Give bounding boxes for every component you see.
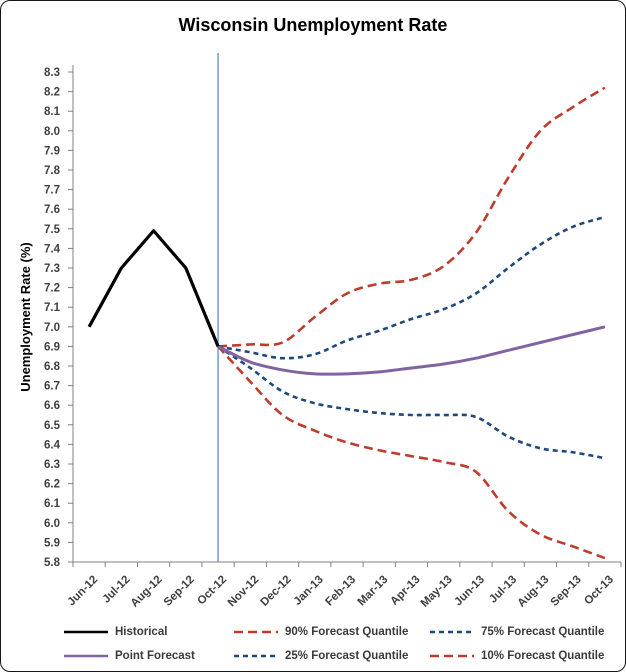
y-tick-label: 5.8	[44, 557, 61, 569]
x-tick-label: Jun-12	[66, 574, 101, 609]
legend-swatch	[430, 630, 474, 634]
series-90-forecast-quantile	[217, 86, 606, 348]
y-tick-label: 7.0	[44, 322, 60, 334]
series-10-forecast-quantile	[217, 345, 606, 560]
series-25-forecast-quantile	[217, 345, 606, 460]
x-tick-label: Sep-13	[549, 574, 584, 609]
y-tick-label: 6.0	[44, 518, 60, 530]
x-tick-label: Aug-13	[515, 574, 551, 610]
legend-item-10-forecast-quantile: 10% Forecast Quantile	[429, 650, 615, 662]
y-tick-label: 7.6	[44, 204, 60, 216]
y-tick-label: 6.5	[44, 420, 61, 432]
y-tick-label: 6.3	[44, 459, 60, 471]
y-tick-label: 8.0	[44, 126, 60, 138]
chart-plot: Unemployment Rate (%) 5.8 5.9 6.0 6.1 6.2 6.3…	[18, 53, 622, 610]
y-tick-label: 6.8	[44, 361, 61, 373]
legend-label: 90% Forecast Quantile	[285, 626, 409, 638]
series-historical	[87, 229, 220, 348]
y-tick-label: 6.2	[44, 479, 60, 491]
y-tick-label: 6.6	[44, 400, 60, 412]
x-tick-label: Aug-12	[129, 574, 165, 610]
x-tick-label: Oct-12	[195, 574, 229, 608]
x-tick-label: Jun-13	[452, 574, 487, 609]
series-point-forecast	[217, 325, 606, 376]
y-tick-label: 6.1	[44, 498, 61, 510]
x-tick-label: Sep-12	[162, 574, 197, 609]
y-tick-label: 8.2	[44, 87, 60, 99]
y-tick-label: 7.3	[44, 263, 60, 275]
y-tick-label: 5.9	[44, 537, 60, 549]
y-tick-label: 6.9	[44, 341, 60, 353]
y-tick-label: 6.7	[44, 381, 60, 393]
legend-swatch	[64, 630, 108, 634]
y-tick-label: 6.4	[44, 439, 61, 451]
legend-item-25-forecast-quantile: 25% Forecast Quantile	[233, 650, 429, 662]
y-tick-label: 7.9	[44, 145, 60, 157]
legend-label: Point Forecast	[115, 650, 195, 662]
y-tick-label: 8.3	[44, 67, 60, 79]
y-axis-title: Unemployment Rate (%)	[18, 242, 33, 392]
legend-swatch	[234, 630, 278, 634]
legend-label: 75% Forecast Quantile	[481, 626, 605, 638]
chart-title: Wisconsin Unemployment Rate	[178, 15, 448, 35]
y-tick-label: 8.1	[44, 106, 61, 118]
legend-label: 10% Forecast Quantile	[481, 650, 605, 662]
legend-item-point-forecast: Point Forecast	[63, 650, 233, 662]
y-tick-label: 7.7	[44, 185, 60, 197]
legend-item-75-forecast-quantile: 75% Forecast Quantile	[429, 626, 615, 638]
x-tick-label: Oct-13	[582, 574, 616, 608]
x-tick-label: Mar-13	[356, 574, 391, 609]
legend-item-historical: Historical	[63, 626, 233, 638]
x-tick-label: Nov-12	[226, 574, 262, 610]
legend-swatch	[234, 654, 278, 658]
y-tick-label: 7.8	[44, 165, 61, 177]
chart-legend: Historical 90% Forecast Quantile 75% Forec…	[63, 620, 615, 668]
x-tick-label: Dec-12	[258, 574, 293, 609]
series-75-forecast-quantile	[217, 215, 606, 360]
legend-label: 25% Forecast Quantile	[285, 650, 409, 662]
legend-label: Historical	[115, 626, 168, 638]
x-tick-label: Apr-13	[388, 574, 422, 608]
legend-swatch	[64, 654, 108, 658]
x-tick-label: Jan-13	[292, 574, 326, 608]
y-tick-label: 7.2	[44, 283, 60, 295]
x-tick-label: May-13	[419, 574, 455, 610]
y-tick-label: 7.4	[44, 243, 61, 255]
legend-swatch	[430, 654, 474, 658]
x-tick-label: Feb-13	[323, 574, 358, 609]
legend-item-90-forecast-quantile: 90% Forecast Quantile	[233, 626, 429, 638]
y-tick-label: 7.1	[44, 302, 61, 314]
y-tick-label: 7.5	[44, 224, 61, 236]
